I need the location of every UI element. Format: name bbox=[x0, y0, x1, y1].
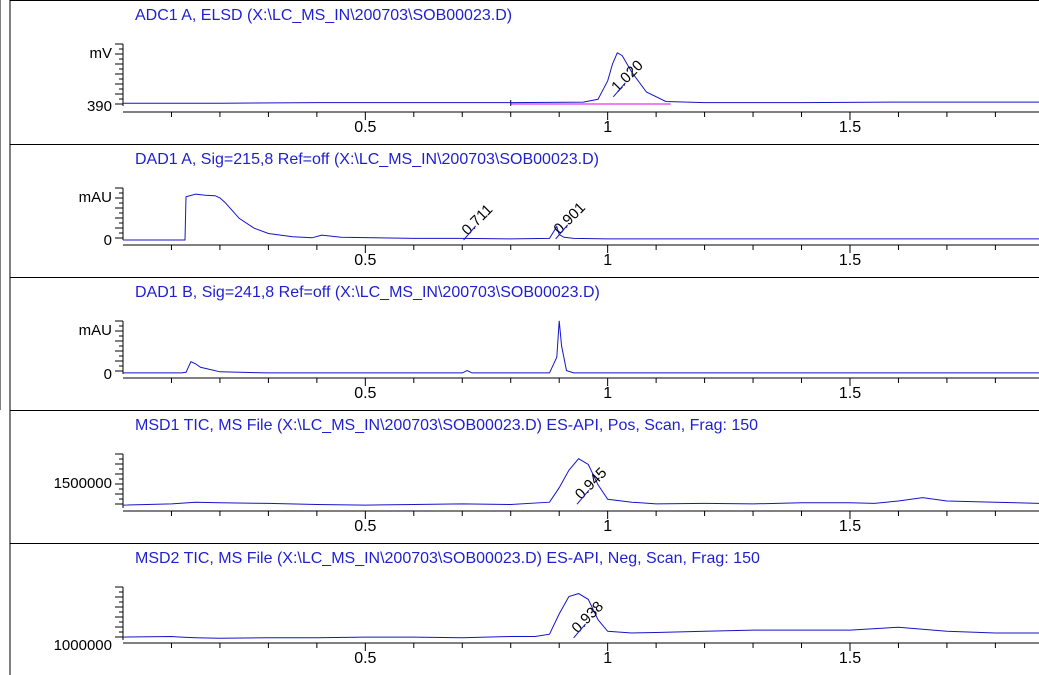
peak-label: 0.938 bbox=[568, 598, 607, 637]
x-tick-label: 1 bbox=[603, 650, 612, 667]
chart-panel-1: ADC1 A, ELSD (X:\LC_MS_IN\200703\SOB0002… bbox=[10, 7, 1039, 145]
series-line bbox=[123, 52, 1039, 104]
peak-marker bbox=[573, 623, 586, 639]
chart-panel-5: MSD2 TIC, MS File (X:\LC_MS_IN\200703\SO… bbox=[54, 550, 1039, 667]
x-tick-label: 1.5 bbox=[839, 385, 861, 402]
panel-title: DAD1 A, Sig=215,8 Ref=off (X:\LC_MS_IN\2… bbox=[135, 151, 599, 168]
y-tick-label: 1500000 bbox=[54, 475, 112, 492]
panel-title: DAD1 B, Sig=241,8 Ref=off (X:\LC_MS_IN\2… bbox=[135, 284, 600, 301]
x-tick-label: 1.5 bbox=[839, 518, 861, 535]
chart-panel-3: DAD1 B, Sig=241,8 Ref=off (X:\LC_MS_IN\2… bbox=[10, 284, 1039, 411]
peak-marker bbox=[463, 225, 476, 241]
x-tick-label: 0.5 bbox=[354, 252, 376, 269]
series-line bbox=[123, 193, 1039, 241]
y-axis-label: mAU bbox=[79, 322, 112, 339]
series-line bbox=[123, 320, 1039, 374]
x-tick-label: 0.5 bbox=[354, 119, 376, 136]
y-axis-label: mAU bbox=[79, 189, 112, 206]
x-tick-label: 0.5 bbox=[354, 650, 376, 667]
x-tick-label: 1.5 bbox=[839, 650, 861, 667]
x-tick-label: 1 bbox=[603, 385, 612, 402]
peak-marker bbox=[555, 224, 569, 240]
y-tick-label: 0 bbox=[104, 366, 112, 383]
x-tick-label: 0.5 bbox=[354, 518, 376, 535]
chart-panel-2: DAD1 A, Sig=215,8 Ref=off (X:\LC_MS_IN\2… bbox=[10, 151, 1039, 278]
y-tick-label: 1000000 bbox=[54, 637, 112, 654]
panel-title: ADC1 A, ELSD (X:\LC_MS_IN\200703\SOB0002… bbox=[135, 7, 512, 24]
x-tick-label: 1 bbox=[603, 518, 612, 535]
x-tick-label: 1.5 bbox=[839, 252, 861, 269]
panel-title: MSD1 TIC, MS File (X:\LC_MS_IN\200703\SO… bbox=[135, 417, 758, 434]
peak-label: 0.711 bbox=[458, 201, 496, 239]
peak-marker bbox=[576, 489, 590, 505]
x-tick-label: 0.5 bbox=[354, 385, 376, 402]
x-tick-label: 1.5 bbox=[839, 119, 861, 136]
panel-title: MSD2 TIC, MS File (X:\LC_MS_IN\200703\SO… bbox=[135, 550, 760, 567]
y-tick-label: 390 bbox=[87, 98, 112, 115]
y-axis-label: mV bbox=[90, 45, 113, 62]
x-tick-label: 1 bbox=[603, 252, 612, 269]
series-line bbox=[122, 458, 1039, 506]
series-line bbox=[122, 593, 1039, 639]
peak-label: 1.020 bbox=[608, 57, 647, 96]
peak-marker bbox=[612, 82, 626, 98]
x-tick-label: 1 bbox=[603, 119, 612, 136]
y-tick-label: 0 bbox=[104, 232, 112, 249]
peak-label: 0.901 bbox=[550, 199, 589, 238]
chart-panel-4: MSD1 TIC, MS File (X:\LC_MS_IN\200703\SO… bbox=[10, 417, 1039, 544]
